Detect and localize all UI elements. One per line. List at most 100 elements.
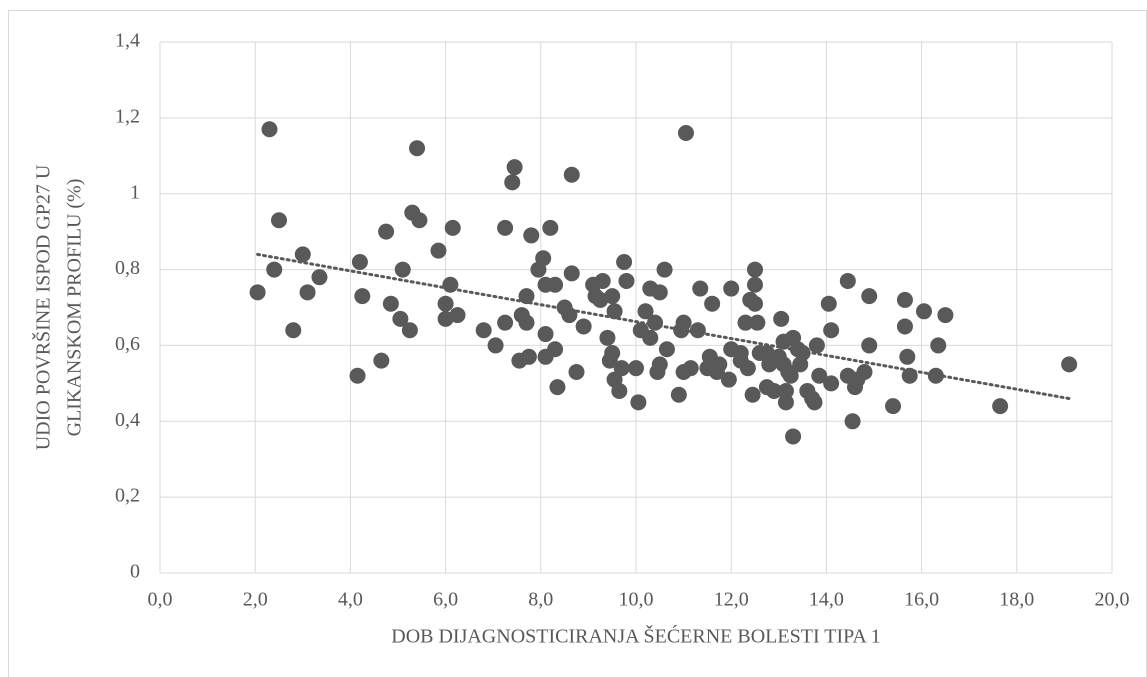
point — [594, 272, 611, 289]
y-tick-label: 0,4 — [115, 409, 140, 431]
point — [549, 379, 566, 396]
point — [547, 341, 564, 358]
point — [394, 261, 411, 278]
point — [409, 140, 426, 157]
point — [744, 386, 761, 403]
point — [504, 174, 521, 191]
x-tick-label: 6,0 — [433, 589, 458, 611]
point — [563, 166, 580, 183]
point — [249, 284, 266, 301]
point — [563, 265, 580, 282]
x-tick-label: 4,0 — [338, 589, 363, 611]
y-tick-label: 0,6 — [115, 333, 140, 355]
point — [637, 303, 654, 320]
point — [739, 360, 756, 377]
point — [737, 314, 754, 331]
x-tick-label: 0,0 — [148, 589, 173, 611]
point — [497, 219, 514, 236]
x-tick-label: 2,0 — [243, 589, 268, 611]
point — [749, 314, 766, 331]
y-tick-label: 0,8 — [115, 257, 140, 279]
point — [823, 375, 840, 392]
point — [777, 382, 794, 399]
point — [518, 288, 535, 305]
point — [711, 356, 728, 373]
point — [630, 394, 647, 411]
point — [773, 310, 790, 327]
point — [261, 121, 278, 138]
x-axis-title: DOB DIJAGNOSTICIRANJA ŠEĆERNE BOLESTI TI… — [391, 624, 881, 648]
point — [611, 382, 628, 399]
point — [930, 337, 947, 354]
point — [442, 276, 459, 293]
point — [378, 223, 395, 240]
point — [896, 291, 913, 308]
point — [411, 212, 428, 229]
point — [487, 337, 504, 354]
point — [294, 246, 311, 263]
x-tick-label: 16,0 — [904, 589, 939, 611]
point — [506, 159, 523, 176]
point — [392, 310, 409, 327]
point — [523, 227, 540, 244]
point — [937, 307, 954, 324]
point — [299, 284, 316, 301]
point — [856, 363, 873, 380]
point — [351, 253, 368, 270]
y-tick-label: 0 — [130, 561, 140, 583]
point — [604, 345, 621, 362]
point — [820, 295, 837, 312]
y-tick-label: 1,2 — [115, 105, 140, 127]
point — [285, 322, 302, 339]
point — [349, 367, 366, 384]
point — [689, 322, 706, 339]
point — [885, 398, 902, 415]
point — [806, 394, 823, 411]
point — [747, 276, 763, 293]
point — [604, 288, 621, 305]
y-tick-label: 1 — [130, 181, 140, 203]
point — [642, 329, 659, 346]
point — [692, 280, 709, 297]
point — [475, 322, 492, 339]
point — [354, 288, 371, 305]
point — [915, 303, 932, 320]
point — [535, 250, 552, 267]
point — [568, 363, 585, 380]
point — [823, 322, 840, 339]
point — [520, 348, 537, 365]
point — [616, 253, 633, 270]
point — [677, 125, 694, 142]
point — [794, 345, 811, 362]
y-tick-label: 0,2 — [115, 485, 140, 507]
point — [675, 314, 692, 331]
point — [618, 272, 635, 289]
y-axis-title: UDIO POVRŠINE ISPOD GP27 U — [31, 164, 55, 450]
point — [785, 428, 802, 445]
point — [401, 322, 418, 339]
x-tick-label: 10,0 — [619, 589, 654, 611]
point — [811, 367, 828, 384]
y-axis-title: GLIKANSKOM PROFILU (%) — [64, 179, 86, 437]
point — [651, 284, 668, 301]
point — [899, 348, 916, 365]
point — [497, 314, 514, 331]
point — [651, 356, 668, 373]
point — [382, 295, 399, 312]
point — [747, 261, 763, 278]
y-tick-label: 1,4 — [115, 30, 140, 52]
point — [670, 386, 687, 403]
x-tick-label: 14,0 — [809, 589, 844, 611]
point — [271, 212, 287, 229]
point — [606, 303, 623, 320]
point — [542, 219, 559, 236]
point — [747, 295, 763, 312]
point — [373, 352, 390, 369]
x-tick-label: 8,0 — [528, 589, 553, 611]
point — [839, 272, 856, 289]
point — [628, 360, 644, 377]
point — [266, 261, 283, 278]
point — [518, 314, 535, 331]
point — [777, 394, 794, 411]
